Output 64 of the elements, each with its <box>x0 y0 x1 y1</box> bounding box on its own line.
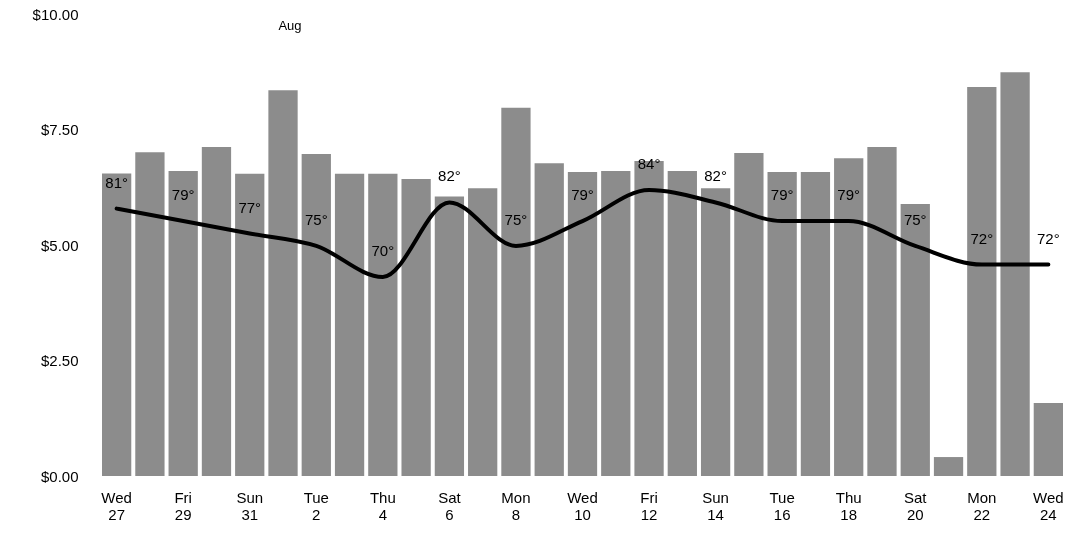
x-tick-label: Mon 8 <box>501 488 531 523</box>
data-label: 72° <box>970 229 994 247</box>
y-tick-label: $2.50 <box>40 352 79 369</box>
data-label: 75° <box>304 210 328 228</box>
x-tick-label: Sun 14 <box>702 488 729 523</box>
x-tick-label: Sun 31 <box>236 488 264 523</box>
bar <box>834 158 864 476</box>
x-tick-label: Thu 4 <box>369 488 396 523</box>
x-tick-label: Wed 27 <box>101 488 132 523</box>
y-tick-label: $10.00 <box>32 5 79 23</box>
data-label: 79° <box>571 186 594 204</box>
x-tick-label: Sat 6 <box>438 488 462 523</box>
data-label: 75° <box>504 210 528 228</box>
bar <box>667 171 697 476</box>
bar <box>201 147 232 476</box>
bar <box>501 107 531 476</box>
x-tick-label: Wed 10 <box>567 488 598 523</box>
data-label: 79° <box>837 186 861 204</box>
x-tick-label: Fri 29 <box>174 488 192 523</box>
x-tick-label: Mon 22 <box>967 488 997 523</box>
data-label: 79° <box>770 186 794 204</box>
bar <box>867 147 897 476</box>
data-label: 77° <box>238 198 262 216</box>
x-tick-label: Tue 16 <box>769 488 795 523</box>
bar <box>268 90 298 476</box>
bar <box>168 171 198 476</box>
bar <box>734 153 764 476</box>
annotation: Aug <box>278 18 302 33</box>
data-label: 79° <box>171 186 195 204</box>
bar <box>567 172 598 476</box>
data-label: 75° <box>903 210 927 228</box>
y-tick-label: $0.00 <box>40 467 79 485</box>
bar <box>102 173 132 476</box>
bar <box>967 87 997 476</box>
bar <box>468 188 498 476</box>
bar <box>534 163 564 476</box>
bar <box>434 196 465 476</box>
bar <box>135 152 165 476</box>
x-tick-label: Thu 18 <box>835 488 862 523</box>
bar <box>800 172 831 476</box>
bar <box>767 172 797 476</box>
bar <box>334 173 365 476</box>
bar <box>700 188 731 476</box>
x-tick-label: Sat 20 <box>904 488 928 523</box>
x-tick-label: Fri 12 <box>640 488 658 523</box>
data-label: 72° <box>1037 229 1060 247</box>
bar <box>900 203 930 476</box>
data-label: 82° <box>704 167 727 185</box>
data-label: 82° <box>438 167 461 185</box>
bar <box>301 153 331 476</box>
bar <box>401 178 431 476</box>
x-tick-label: Tue 2 <box>303 488 329 523</box>
bar <box>933 457 964 476</box>
bar <box>1033 403 1063 476</box>
bar <box>368 173 398 476</box>
bar <box>1000 72 1030 476</box>
bar <box>601 171 631 476</box>
data-label: 70° <box>371 242 395 259</box>
x-tick-label: Wed 24 <box>1033 488 1064 523</box>
bar <box>634 160 664 476</box>
data-label: 81° <box>105 173 128 191</box>
y-tick-label: $5.00 <box>40 236 79 254</box>
y-tick-label: $7.50 <box>40 121 79 138</box>
bar <box>235 173 265 476</box>
